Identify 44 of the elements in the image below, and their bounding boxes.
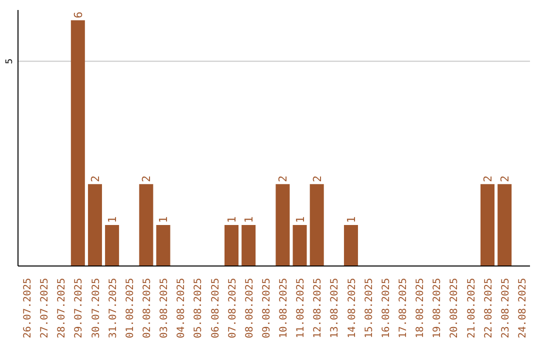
x-tick-label: 23.08.2025 — [500, 278, 512, 338]
data-label: 6 — [72, 12, 85, 18]
data-label: 1 — [106, 216, 120, 224]
x-tick-label: 04.08.2025 — [176, 278, 188, 338]
x-tick-label: 15.08.2025 — [364, 278, 375, 338]
x-tick-label: 30.07.2025 — [90, 278, 102, 338]
x-tick-label: 02.08.2025 — [142, 278, 153, 338]
data-label: 2 — [276, 175, 290, 182]
data-label: 1 — [344, 216, 358, 224]
data-label: 1 — [242, 216, 256, 224]
y-tick-label: 5 — [5, 58, 15, 64]
x-tick-label: 10.08.2025 — [278, 278, 290, 338]
x-tick-label: 31.07.2025 — [108, 278, 119, 338]
data-label: 1 — [157, 216, 170, 224]
data-label: 2 — [310, 175, 324, 182]
data-label: 1 — [226, 216, 239, 224]
x-tick-label: 20.08.2025 — [449, 278, 460, 338]
x-tick-label: 12.08.2025 — [312, 278, 324, 338]
x-tick-label: 22.08.2025 — [483, 278, 494, 338]
x-tick-label: 19.08.2025 — [432, 278, 444, 338]
data-label: 2 — [88, 175, 102, 182]
data-label: 2 — [140, 175, 154, 182]
x-tick-label: 26.07.2025 — [22, 278, 34, 338]
x-tick-label: 14.08.2025 — [346, 278, 358, 338]
x-tick-label: 29.07.2025 — [74, 278, 85, 338]
x-tick-label: 05.08.2025 — [193, 278, 204, 338]
data-label: 2 — [482, 175, 495, 182]
x-tick-label: 24.08.2025 — [517, 278, 528, 338]
x-tick-label: 27.07.2025 — [40, 278, 51, 338]
data-label: 2 — [498, 175, 512, 182]
x-tick-label: 13.08.2025 — [330, 278, 341, 338]
x-tick-label: 07.08.2025 — [227, 278, 238, 338]
x-tick-label: 09.08.2025 — [261, 278, 272, 338]
x-tick-label: 21.08.2025 — [466, 278, 478, 338]
x-tick-label: 06.08.2025 — [210, 278, 222, 338]
x-tick-label: 17.08.2025 — [398, 278, 409, 338]
data-label: 1 — [294, 216, 307, 224]
x-tick-label: 03.08.2025 — [159, 278, 170, 338]
x-tick-label: 28.07.2025 — [56, 278, 68, 338]
x-tick-label: 11.08.2025 — [296, 278, 307, 338]
x-tick-label: 16.08.2025 — [380, 278, 392, 338]
x-tick-label: 18.08.2025 — [415, 278, 426, 338]
x-tick-label: 08.08.2025 — [244, 278, 256, 338]
x-tick-label: 01.08.2025 — [124, 278, 136, 338]
